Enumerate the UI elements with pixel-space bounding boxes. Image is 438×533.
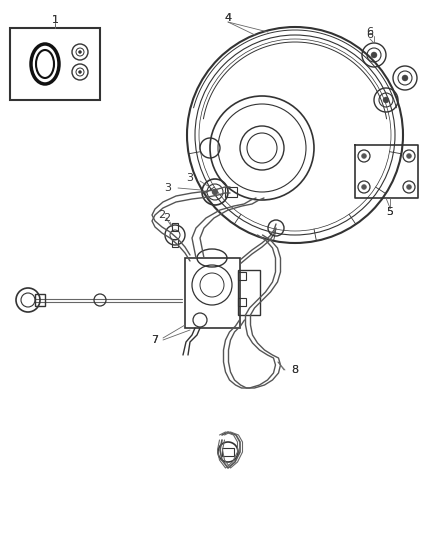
Bar bbox=[10, 28, 100, 100]
Text: 1: 1 bbox=[52, 15, 59, 25]
Text: 8: 8 bbox=[291, 365, 299, 375]
Text: 5: 5 bbox=[386, 207, 393, 217]
Circle shape bbox=[361, 154, 367, 158]
Text: 4: 4 bbox=[224, 13, 232, 23]
Text: 2: 2 bbox=[163, 213, 170, 223]
Circle shape bbox=[78, 70, 81, 74]
Text: 5: 5 bbox=[386, 207, 393, 217]
Bar bbox=[35, 294, 45, 306]
Text: 3: 3 bbox=[187, 173, 194, 183]
Circle shape bbox=[361, 184, 367, 190]
Bar bbox=[225, 187, 237, 197]
Text: 8: 8 bbox=[291, 365, 299, 375]
Text: 7: 7 bbox=[152, 335, 159, 345]
Bar bbox=[238, 272, 246, 280]
Text: 7: 7 bbox=[152, 335, 159, 345]
Bar bbox=[172, 239, 178, 247]
Circle shape bbox=[212, 189, 218, 195]
Bar bbox=[185, 258, 240, 328]
Bar bbox=[238, 298, 246, 306]
Text: 2: 2 bbox=[159, 210, 166, 220]
Circle shape bbox=[406, 184, 411, 190]
Circle shape bbox=[371, 52, 377, 58]
Circle shape bbox=[383, 97, 389, 103]
Bar bbox=[222, 448, 234, 456]
Text: 4: 4 bbox=[224, 13, 232, 23]
Text: 1: 1 bbox=[52, 15, 59, 25]
Text: 3: 3 bbox=[165, 183, 172, 193]
Circle shape bbox=[406, 154, 411, 158]
Text: 6: 6 bbox=[367, 30, 374, 40]
Bar bbox=[238, 270, 260, 315]
Circle shape bbox=[78, 51, 81, 53]
Circle shape bbox=[402, 75, 408, 81]
Bar bbox=[172, 223, 178, 231]
Text: 6: 6 bbox=[367, 27, 374, 37]
